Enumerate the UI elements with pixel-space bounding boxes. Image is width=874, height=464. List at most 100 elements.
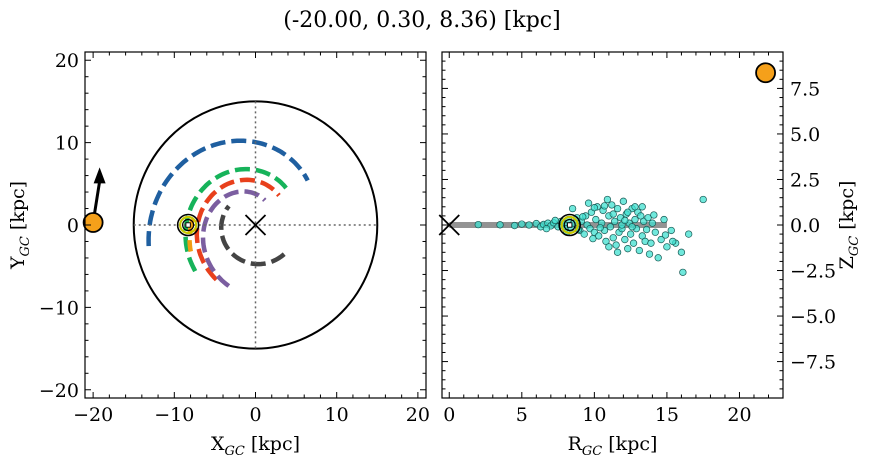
y-tick-label: −20 (39, 380, 79, 402)
star-point (657, 235, 665, 244)
star-point (579, 213, 587, 221)
x-tick-label: 20 (727, 404, 751, 426)
sun-yellow-ring (560, 215, 579, 235)
y-tick-label: 10 (55, 133, 79, 155)
right-y-axis-label: ZGC [kpc] (836, 181, 862, 270)
rz-panel: 0 5 10 15 20 −7.5 −5.0 −2.5 0.0 2.5 5.0 7.5 RGC [kp… (438, 51, 862, 459)
star-point (644, 214, 652, 222)
sun-center-marker (185, 222, 191, 228)
star-point (595, 232, 603, 240)
sun-inner-ring (182, 218, 195, 232)
star-point (518, 220, 526, 228)
star-point (677, 248, 686, 256)
star-point (661, 231, 670, 239)
star-point (496, 221, 504, 229)
star-point (685, 230, 693, 238)
star-point (631, 215, 639, 224)
markers (82, 167, 267, 237)
star-point (542, 224, 551, 233)
y-tick-label: −2.5 (790, 261, 836, 283)
x-tick-label: 5 (516, 404, 528, 426)
star-point (669, 237, 677, 246)
star-point (600, 202, 609, 210)
star-point (626, 230, 635, 238)
star-point (650, 211, 658, 219)
y-tick-label: −10 (39, 297, 79, 319)
star-point (699, 195, 707, 204)
perseus-arm (183, 166, 290, 273)
y-tick-label: −7.5 (790, 352, 836, 374)
star-point (608, 201, 616, 209)
x-tick-label: 0 (249, 404, 261, 426)
star-point (551, 216, 559, 225)
star-point (510, 221, 519, 230)
star-point (609, 210, 617, 218)
star-point (611, 217, 619, 226)
star-point (624, 245, 632, 253)
sun-center-marker (567, 222, 573, 228)
local-spur (187, 218, 195, 253)
star-point (525, 221, 533, 229)
star-point (667, 226, 675, 235)
left-y-axis-label: YGC [kpc] (7, 181, 33, 270)
y-tick-label: 7.5 (790, 78, 820, 100)
figure-title: (-20.00, 0.30, 8.36) [kpc] (283, 8, 560, 33)
xy-galactic-plane-panel: −20 −10 0 10 20 −20 −10 0 10 20 XGC [kpc] YGC [kp… (7, 50, 430, 459)
y-tick-label: 0.0 (790, 215, 820, 237)
sagittarius-arm (194, 177, 281, 282)
left-tick-labels: −20 −10 0 10 20 −20 −10 0 10 20 (39, 50, 430, 426)
sun-outer-ring (558, 213, 581, 237)
star-point (648, 219, 657, 227)
left-x-axis-label: XGC [kpc] (211, 433, 300, 459)
star-point (612, 241, 620, 249)
x-tick-label: −10 (154, 404, 194, 426)
x-tick-label: 10 (582, 404, 606, 426)
star-point (605, 243, 613, 251)
y-tick-label: 20 (55, 50, 79, 72)
star-point (638, 203, 646, 211)
sun-inner-ring (563, 218, 576, 232)
star-point (629, 239, 638, 247)
star-point (624, 208, 632, 216)
y-tick-label: 2.5 (790, 169, 820, 191)
x-tick-label: 15 (655, 404, 679, 426)
star-point (679, 268, 687, 276)
x-tick-label: 20 (406, 404, 430, 426)
right-x-axis-label: RGC [kpc] (568, 433, 658, 459)
star-point (596, 224, 604, 232)
star-point (609, 234, 617, 242)
star-point (642, 225, 651, 234)
x-tick-label: 0 (443, 404, 455, 426)
right-tick-labels: 0 5 10 15 20 −7.5 −5.0 −2.5 0.0 2.5 5.0 7.5 (443, 78, 836, 426)
y-tick-label: 5.0 (790, 124, 820, 146)
star-point (651, 228, 659, 236)
star-point (590, 204, 599, 212)
star-point (592, 215, 600, 224)
sun-yellow-ring (179, 215, 198, 235)
star-point (663, 243, 671, 251)
star-point (645, 250, 654, 258)
star-point (660, 215, 668, 224)
x-tick-label: 10 (325, 404, 349, 426)
star-point (606, 223, 614, 231)
star-point (474, 220, 482, 229)
x-tick-label: −20 (73, 404, 113, 426)
norma-arm (218, 204, 286, 267)
outer-arm (146, 138, 310, 247)
right-ticks (442, 52, 783, 398)
star-point (613, 248, 622, 256)
star-point (628, 223, 636, 231)
star-point (654, 254, 662, 262)
y-tick-label: 0 (67, 215, 79, 237)
velocity-arrow-head (93, 167, 106, 184)
star-point (603, 195, 612, 204)
markers (438, 62, 776, 237)
star-point (631, 203, 639, 211)
object-marker (755, 62, 776, 84)
star-points (474, 195, 707, 276)
left-ticks (85, 52, 426, 398)
star-point (621, 216, 629, 225)
star-point (619, 197, 628, 205)
star-point (621, 235, 629, 244)
